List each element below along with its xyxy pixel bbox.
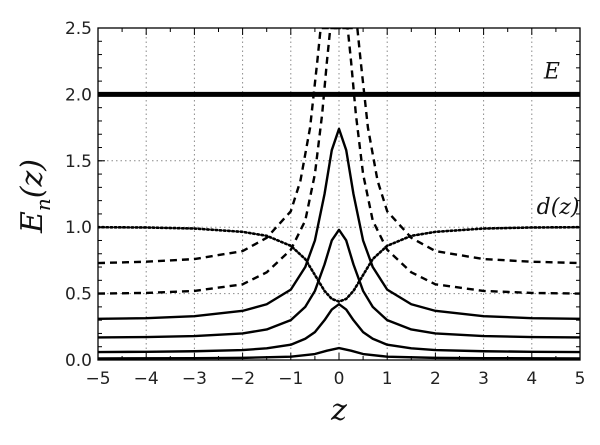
y-tick-label: 2.5 xyxy=(65,19,92,39)
x-tick-label: −5 xyxy=(85,369,110,389)
y-tick-label: 1.0 xyxy=(65,218,92,238)
series-solid-peak-1.74 xyxy=(98,127,580,321)
series-solid-peak-0.42 xyxy=(98,303,580,354)
y-axis-label-main: E xyxy=(15,211,50,234)
series-solid-peak-0.98 xyxy=(98,228,580,339)
series-layer xyxy=(98,28,580,360)
series-d-curve xyxy=(98,225,580,303)
ticks: −5 −4 −3 −2 −1 0 1 2 3 4 5 0.0 0.5 1.0 1.5 2.0 2.5 xyxy=(65,19,585,389)
x-tick-label: 1 xyxy=(382,369,393,389)
x-tick-label: 5 xyxy=(575,369,586,389)
annotations: Ed(z) xyxy=(537,59,580,219)
annotation-label: d(z) xyxy=(537,195,580,220)
y-tick-label: 0.5 xyxy=(65,285,92,305)
x-tick-label: −2 xyxy=(230,369,255,389)
y-axis-label: En(z) xyxy=(15,159,55,234)
x-tick-label: −3 xyxy=(182,369,207,389)
annotation-label: E xyxy=(543,59,560,84)
y-tick-label: 2.0 xyxy=(65,85,92,105)
x-tick-label: 4 xyxy=(526,369,537,389)
x-tick-label: −1 xyxy=(278,369,303,389)
y-axis-label-sub: n xyxy=(31,198,55,211)
y-tick-label: 1.5 xyxy=(65,152,92,172)
y-axis-label-rest: (z) xyxy=(15,159,50,198)
series-dashed-lower xyxy=(98,28,580,295)
x-tick-label: −4 xyxy=(134,369,159,389)
y-tick-label: 0.0 xyxy=(65,351,92,371)
x-axis-label: z xyxy=(330,393,347,428)
x-tick-label: 2 xyxy=(430,369,441,389)
x-tick-label: 0 xyxy=(334,369,345,389)
series-dashed-upper xyxy=(98,28,580,265)
x-tick-label: 3 xyxy=(478,369,489,389)
